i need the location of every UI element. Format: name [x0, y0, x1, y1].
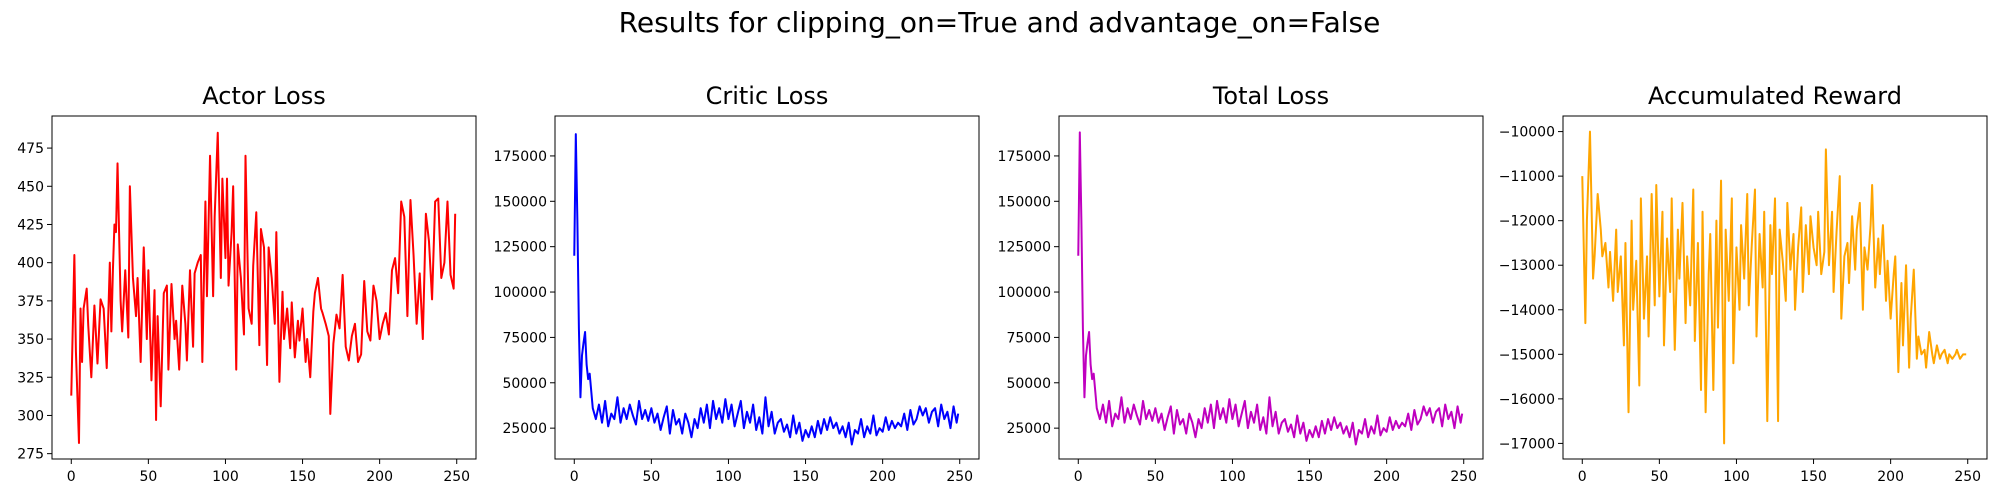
x-tick-label: 150	[1800, 469, 1827, 485]
y-tick-label: 350	[17, 332, 44, 348]
subplot-2: Critic Loss 0 50 100 150 200 250 25000 50000 7500…	[494, 82, 980, 485]
y-tick-label: −13000	[1499, 258, 1555, 274]
x-tick-label: 0	[67, 469, 76, 485]
x-tick-label: 100	[212, 469, 239, 485]
y-tick-label: 175000	[494, 149, 547, 165]
x-tick-label: 100	[1219, 469, 1246, 485]
x-tick-label: 150	[289, 469, 316, 485]
y-tick-label: 25000	[502, 421, 547, 437]
x-tick-label: 250	[946, 469, 973, 485]
y-tick-label: 75000	[1006, 330, 1051, 346]
y-tick-label: 150000	[998, 194, 1051, 210]
y-tick-label: 175000	[998, 149, 1051, 165]
figure-title: Results for clipping_on=True and advanta…	[618, 6, 1381, 39]
x-tick-label: 0	[570, 469, 579, 485]
x-tick-label: 0	[1074, 469, 1083, 485]
y-tick-label: 125000	[494, 240, 547, 256]
y-tick-label: 50000	[502, 376, 547, 392]
y-tick-label: −17000	[1499, 436, 1555, 452]
x-tick-label: 150	[1296, 469, 1323, 485]
y-tick-label: 325	[17, 370, 44, 386]
x-tick-label: 50	[642, 469, 660, 485]
x-tick-label: 250	[1450, 469, 1477, 485]
y-tick-label: 450	[17, 179, 44, 195]
y-tick-label: −15000	[1499, 347, 1555, 363]
subplot-4: Accumulated Reward 0 50 100 150 200 250 −17000 −…	[1499, 82, 1988, 485]
y-tick-label: 275	[17, 447, 44, 463]
x-tick-label: 50	[1146, 469, 1164, 485]
subplot-title: Critic Loss	[706, 82, 829, 110]
series-line	[1581, 130, 1967, 445]
x-tick-label: 200	[1877, 469, 1904, 485]
subplot-title: Accumulated Reward	[1648, 82, 1902, 110]
x-tick-label: 100	[715, 469, 742, 485]
y-tick-label: −16000	[1499, 392, 1555, 408]
y-tick-label: −11000	[1499, 169, 1555, 185]
y-tick-label: −14000	[1499, 303, 1555, 319]
x-tick-label: 250	[1954, 469, 1981, 485]
subplot-1: Actor Loss 0 50 100 150 200 250 275 300 325 350 375…	[17, 82, 477, 485]
y-tick-label: 300	[17, 408, 44, 424]
y-tick-label: −12000	[1499, 214, 1555, 230]
x-tick-label: 150	[792, 469, 819, 485]
subplot-title: Actor Loss	[202, 82, 325, 110]
x-tick-label: 0	[1578, 469, 1587, 485]
subplot-3: Total Loss 0 50 100 150 200 250 25000 50000 75000…	[998, 82, 1484, 485]
x-tick-label: 200	[366, 469, 393, 485]
y-tick-label: 125000	[998, 240, 1051, 256]
y-tick-label: 25000	[1006, 421, 1051, 437]
axes-frame	[554, 115, 980, 460]
series-line	[70, 131, 457, 444]
y-tick-label: 50000	[1006, 376, 1051, 392]
x-tick-label: 50	[139, 469, 157, 485]
subplot-title: Total Loss	[1212, 82, 1329, 110]
y-tick-label: 400	[17, 256, 44, 272]
x-tick-label: 250	[443, 469, 470, 485]
x-tick-label: 50	[1650, 469, 1668, 485]
y-tick-label: 475	[17, 141, 44, 157]
y-tick-label: 100000	[494, 285, 547, 301]
y-tick-label: 425	[17, 217, 44, 233]
y-tick-label: 375	[17, 294, 44, 310]
series-line	[1077, 131, 1464, 446]
y-tick-label: 150000	[494, 194, 547, 210]
axes-frame	[51, 115, 477, 460]
y-tick-label: 100000	[998, 285, 1051, 301]
x-tick-label: 200	[1373, 469, 1400, 485]
axes-frame	[1058, 115, 1484, 460]
axes-frame	[1562, 115, 1988, 460]
x-tick-label: 100	[1723, 469, 1750, 485]
series-line	[573, 133, 960, 446]
y-tick-label: −10000	[1499, 125, 1555, 141]
y-tick-label: 75000	[502, 330, 547, 346]
x-tick-label: 200	[869, 469, 896, 485]
